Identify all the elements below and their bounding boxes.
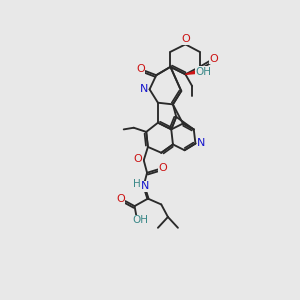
Text: O: O: [134, 154, 142, 164]
Text: O: O: [116, 194, 125, 204]
Text: O: O: [158, 163, 167, 173]
Text: O: O: [136, 64, 145, 74]
Text: O: O: [209, 53, 218, 64]
Text: O: O: [181, 34, 190, 44]
Text: OH: OH: [196, 67, 212, 77]
Text: OH: OH: [132, 215, 148, 225]
Polygon shape: [185, 70, 197, 74]
Text: N: N: [140, 83, 148, 94]
Text: H: H: [133, 178, 141, 189]
Text: N: N: [141, 181, 150, 191]
Text: N: N: [197, 138, 206, 148]
